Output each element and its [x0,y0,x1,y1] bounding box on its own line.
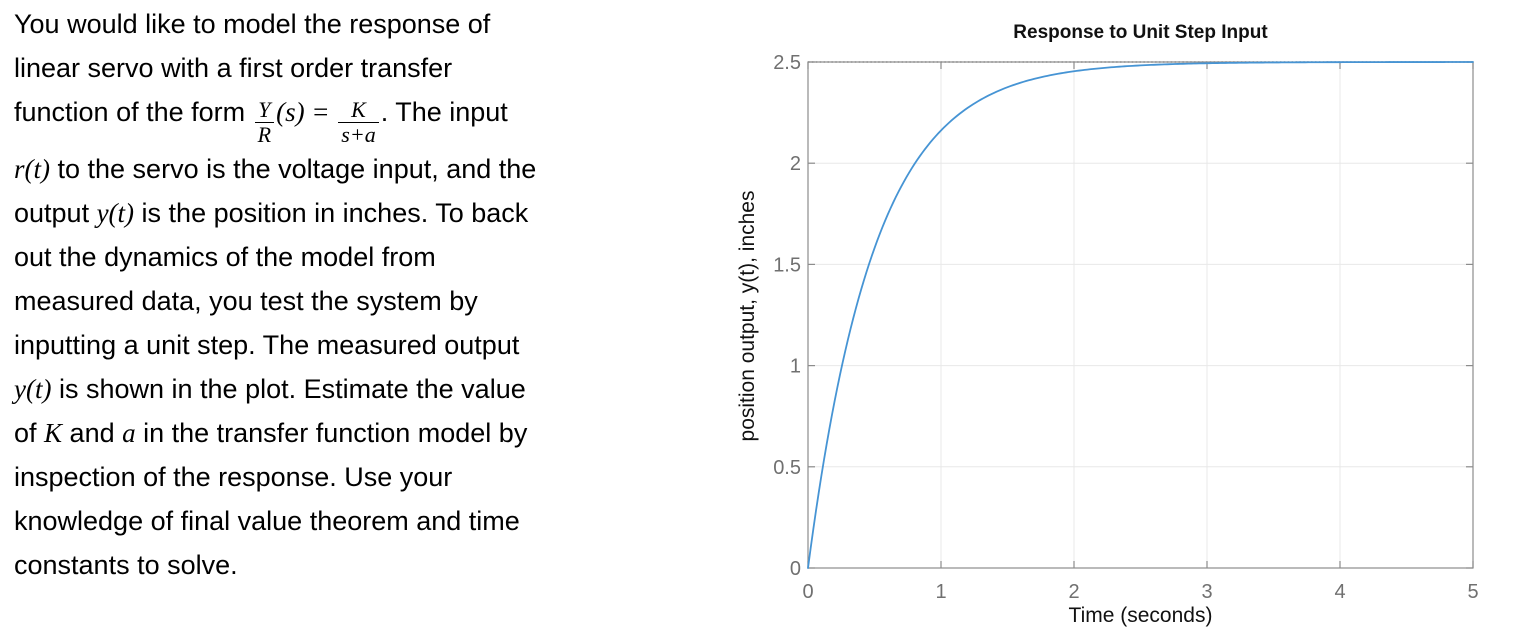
plot-canvas: 0 1 2 3 4 5 0 0.5 1 1.5 2 2.5 [773,52,1478,603]
math-text: (s) = [276,97,337,127]
problem-text: output [14,197,97,228]
problem-text: measured data, you test the system by [14,285,478,316]
math-text: K [44,417,63,448]
problem-text: of [14,417,45,448]
chart-title: Response to Unit Step Input [1013,22,1268,43]
problem-text: knowledge of final value theorem and tim… [14,505,520,536]
problem-line: constants to solve. [14,543,686,587]
problem-text: function of the form [14,97,253,127]
y-tick-label: 2.5 [773,52,801,74]
problem-line: output y(t) is the position in inches. T… [14,191,686,235]
x-tick-label: 1 [935,581,946,603]
problem-text: is the position in inches. To back [134,197,529,228]
fraction-denominator: s+a [338,121,379,147]
problem-text: and [62,417,123,448]
problem-text: in the transfer function model by [135,417,528,448]
problem-text: out the dynamics of the model from [14,241,436,272]
problem-line: knowledge of final value theorem and tim… [14,499,686,543]
x-tick-label: 0 [802,581,813,603]
axes-box [807,61,1474,569]
problem-line: out the dynamics of the model from [14,235,686,279]
y-axis-label: position output, y(t), inches [736,190,759,442]
x-tick-label: 5 [1467,581,1478,603]
problem-text: is shown in the plot. Estimate the value [51,373,526,404]
fraction-numerator: Y [258,97,271,123]
x-axis-label: Time (seconds) [1068,604,1213,627]
problem-line: You would like to model the response of [14,2,686,46]
step-response-curve [807,61,1474,569]
problem-line: measured data, you test the system by [14,279,686,323]
x-tick-label: 4 [1334,581,1345,603]
problem-line: of K and a in the transfer function mode… [14,411,686,455]
math-text: a [122,417,136,448]
x-tick-label: 3 [1201,581,1212,603]
y-tick-label: 2 [790,153,801,175]
problem-text: . The input [380,97,508,127]
y-tick-label: 0.5 [773,457,801,479]
problem-text: linear servo with a first order transfer [14,53,453,83]
math-text: r(t) [14,153,50,184]
problem-text: inputting a unit step. The measured outp… [14,329,520,360]
problem-text: You would like to model the response of [14,9,491,39]
y-tick-label: 0 [790,558,801,580]
math-text: y(t) [96,197,135,228]
problem-text: to the servo is the voltage input, and t… [50,153,537,184]
problem-line: linear servo with a first order transfer [14,46,686,90]
problem-line: y(t) is shown in the plot. Estimate the … [14,367,686,411]
y-tick-label: 1 [790,356,801,378]
y-tick-label: 1.5 [773,254,801,276]
x-tick-label: 2 [1068,581,1079,603]
problem-line: inspection of the response. Use your [14,455,686,499]
problem-text: inspection of the response. Use your [14,461,453,492]
math-text: y(t) [14,373,52,404]
fraction-numerator: K [351,97,366,123]
problem-text: constants to solve. [14,549,238,580]
fraction-denominator: R [254,121,275,147]
problem-line: r(t) to the servo is the voltage input, … [14,147,686,191]
problem-line: inputting a unit step. The measured outp… [14,323,686,367]
problem-statement: You would like to model the response of l… [14,2,686,587]
